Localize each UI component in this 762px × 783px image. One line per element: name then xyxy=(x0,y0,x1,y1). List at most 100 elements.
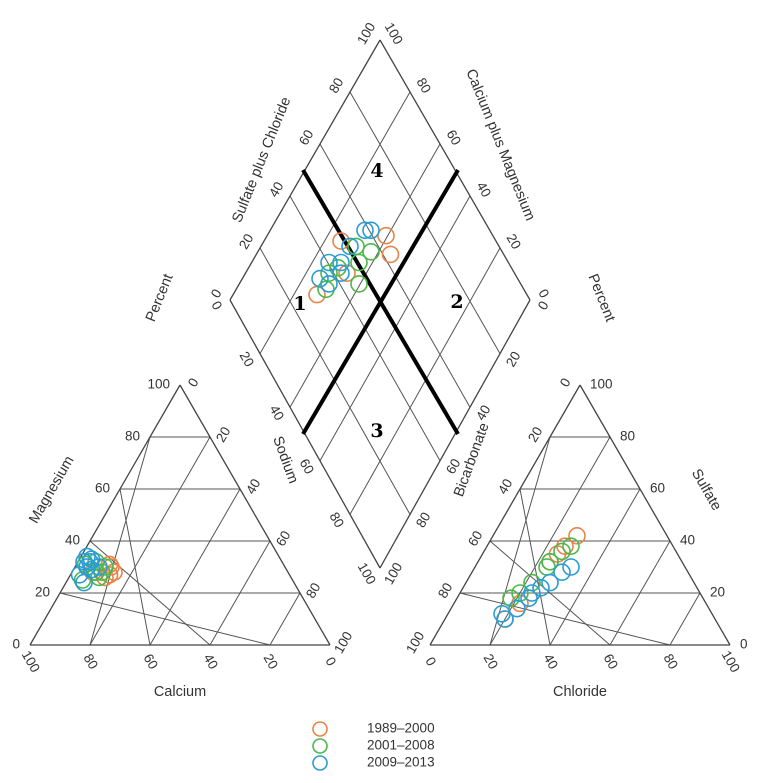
triangle-edge xyxy=(429,384,581,646)
tick-label: 0 xyxy=(557,376,574,390)
data-point-diamond xyxy=(377,226,395,245)
tick-label: 0 xyxy=(208,299,225,313)
tick-label: 0 xyxy=(185,376,202,390)
tick-label: 60 xyxy=(296,127,317,148)
data-point-diamond xyxy=(381,245,400,264)
triangle-edge xyxy=(579,384,731,646)
data-point-anion xyxy=(562,558,580,576)
tick-label: 100 xyxy=(719,648,743,675)
grid-line xyxy=(489,540,611,646)
tick-label: 80 xyxy=(414,75,435,96)
grid-line xyxy=(609,540,671,646)
tick-label: 80 xyxy=(303,580,324,601)
data-point-diamond xyxy=(362,221,380,240)
axis-label-sulfate: Sulfate xyxy=(688,466,724,513)
tick-label: 0 xyxy=(12,637,20,652)
data-point-diamond xyxy=(332,264,350,283)
tick-label: 100 xyxy=(403,629,427,656)
tick-label: 60 xyxy=(443,456,464,477)
tick-label: 0 xyxy=(740,637,748,652)
tick-label: 40 xyxy=(474,179,495,200)
grid-line xyxy=(119,488,151,646)
data-point-anion xyxy=(493,604,511,623)
tick-label: 0 xyxy=(535,299,552,313)
diamond-edge xyxy=(379,299,531,569)
zone-label-1: 1 xyxy=(293,293,306,315)
tick-label: 20 xyxy=(504,231,525,252)
tick-label: 100 xyxy=(147,377,170,392)
axis-label-percent-left: Percent xyxy=(143,272,177,324)
data-point-diamond xyxy=(338,264,356,283)
tick-label: 20 xyxy=(481,651,502,672)
tick-label: 40 xyxy=(243,476,264,497)
tick-label: 60 xyxy=(650,481,665,496)
axis-label-percent-right: Percent xyxy=(584,272,618,324)
data-point-diamond xyxy=(350,275,368,293)
data-point-anion xyxy=(523,584,541,602)
data-point-diamond xyxy=(320,253,338,272)
data-point-anion xyxy=(568,526,586,545)
data-point-diamond xyxy=(320,275,338,293)
tick-label: 20 xyxy=(213,424,234,445)
data-point-anion xyxy=(553,563,571,582)
tick-label: 80 xyxy=(81,651,102,672)
grid-line xyxy=(669,592,701,646)
triangle-frames xyxy=(29,39,731,646)
tick-label: 100 xyxy=(355,560,379,587)
tick-label: 20 xyxy=(525,424,546,445)
tick-label: 20 xyxy=(261,651,282,672)
data-point-diamond xyxy=(356,221,374,240)
tick-label: 100 xyxy=(381,560,405,587)
data-point-anion xyxy=(541,573,559,592)
zone-dividers xyxy=(301,168,460,436)
tick-label: 20 xyxy=(710,585,725,600)
legend-label: 2009–2013 xyxy=(367,755,435,770)
tick-label: 80 xyxy=(413,510,434,531)
legend-marker xyxy=(312,738,328,754)
tick-label: 60 xyxy=(273,528,294,549)
data-point-anion xyxy=(502,589,520,608)
tick-label: 40 xyxy=(680,533,695,548)
tick-label: 20 xyxy=(35,585,50,600)
tick-label: 60 xyxy=(444,127,465,148)
data-point-diamond xyxy=(332,253,350,272)
axis-label-magnesium: Magnesium xyxy=(26,453,77,526)
triangle-edge xyxy=(179,384,331,646)
data-point-anion xyxy=(538,558,556,576)
tick-label: 20 xyxy=(236,231,257,252)
grid-line xyxy=(519,488,551,646)
data-point-diamond xyxy=(350,253,368,272)
data-point-cation xyxy=(82,560,101,579)
tick-label: 40 xyxy=(65,533,80,548)
tick-label: 40 xyxy=(267,402,288,423)
axis-label-calcium: Calcium xyxy=(154,684,206,700)
tick-label: 40 xyxy=(541,651,562,672)
data-point-cation xyxy=(76,555,95,574)
legend: 1989–2000 2001–2008 2009–2013 xyxy=(312,721,435,771)
zone-label-4: 4 xyxy=(370,160,383,182)
triangle-edge xyxy=(29,384,181,646)
tick-label: 60 xyxy=(297,456,318,477)
data-point-diamond xyxy=(341,237,359,256)
tick-label: 80 xyxy=(327,510,348,531)
legend-label: 2001–2008 xyxy=(367,738,435,753)
axis-label-sodium: Sodium xyxy=(269,434,301,486)
grid-line xyxy=(459,592,671,646)
axis-label-chloride: Chloride xyxy=(553,684,607,700)
data-points xyxy=(70,221,586,628)
tick-label: 40 xyxy=(495,476,516,497)
tick-label: 60 xyxy=(601,651,622,672)
tick-label: 60 xyxy=(95,481,110,496)
data-point-anion xyxy=(532,578,550,597)
legend-label: 1989–2000 xyxy=(367,721,435,736)
tick-label: 0 xyxy=(422,655,439,669)
tick-label: 100 xyxy=(382,20,406,47)
data-point-diamond xyxy=(332,232,350,250)
data-point-anion xyxy=(553,542,571,561)
tick-label: 100 xyxy=(354,20,378,47)
grid-line xyxy=(269,592,301,646)
tick-label: 100 xyxy=(19,648,43,675)
zone-label-2: 2 xyxy=(450,291,463,313)
